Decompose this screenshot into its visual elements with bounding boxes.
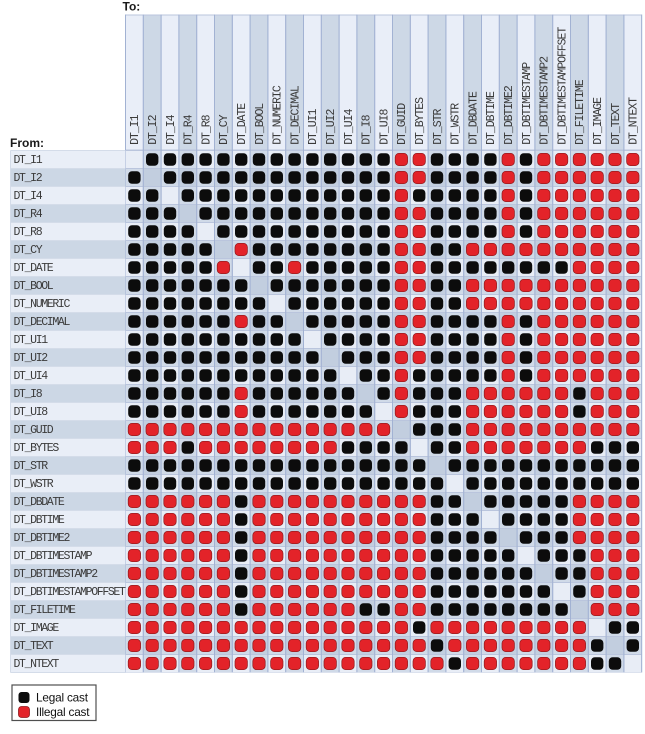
svg-text:DT_NUMERIC: DT_NUMERIC bbox=[14, 298, 71, 311]
svg-text:DT_R8: DT_R8 bbox=[14, 226, 43, 239]
svg-text:DT_BYTES: DT_BYTES bbox=[14, 442, 60, 455]
svg-text:DT_DBTIME2: DT_DBTIME2 bbox=[14, 532, 71, 545]
svg-text:DT_I8: DT_I8 bbox=[14, 388, 43, 401]
svg-text:DT_DBTIME: DT_DBTIME bbox=[485, 91, 498, 145]
svg-text:DT_TEXT: DT_TEXT bbox=[610, 103, 623, 145]
svg-text:From:: From: bbox=[10, 136, 44, 150]
svg-text:DT_I4: DT_I4 bbox=[165, 114, 178, 144]
svg-text:DT_DBDATE: DT_DBDATE bbox=[467, 91, 480, 145]
svg-text:DT_DBTIME: DT_DBTIME bbox=[14, 514, 65, 527]
svg-text:DT_IMAGE: DT_IMAGE bbox=[592, 97, 605, 145]
svg-text:DT_DECIMAL: DT_DECIMAL bbox=[289, 85, 302, 145]
svg-text:DT_DBTIME2: DT_DBTIME2 bbox=[503, 85, 516, 145]
svg-text:DT_CY: DT_CY bbox=[218, 114, 231, 144]
svg-text:DT_STR: DT_STR bbox=[432, 109, 445, 145]
svg-text:DT_STR: DT_STR bbox=[14, 460, 49, 473]
svg-text:DT_BYTES: DT_BYTES bbox=[414, 97, 427, 145]
svg-text:DT_WSTR: DT_WSTR bbox=[14, 478, 54, 491]
svg-text:DT_NTEXT: DT_NTEXT bbox=[14, 658, 60, 671]
svg-text:DT_NTEXT: DT_NTEXT bbox=[628, 97, 641, 145]
svg-text:DT_DBTIMESTAMP: DT_DBTIMESTAMP bbox=[14, 550, 93, 563]
svg-text:DT_I4: DT_I4 bbox=[14, 190, 43, 203]
svg-text:DT_R4: DT_R4 bbox=[183, 114, 196, 144]
svg-text:DT_I1: DT_I1 bbox=[14, 154, 43, 167]
svg-text:DT_I8: DT_I8 bbox=[361, 114, 374, 144]
svg-text:DT_UI4: DT_UI4 bbox=[343, 109, 356, 145]
svg-text:DT_DBTIMESTAMP2: DT_DBTIMESTAMP2 bbox=[14, 568, 99, 581]
svg-text:DT_UI2: DT_UI2 bbox=[325, 109, 338, 145]
svg-text:DT_WSTR: DT_WSTR bbox=[450, 103, 463, 145]
svg-text:DT_DATE: DT_DATE bbox=[236, 103, 249, 145]
svg-text:DT_NUMERIC: DT_NUMERIC bbox=[272, 85, 285, 145]
svg-text:DT_DBTIMESTAMPOFFSET: DT_DBTIMESTAMPOFFSET bbox=[556, 27, 569, 145]
svg-text:DT_GUID: DT_GUID bbox=[14, 424, 54, 437]
svg-text:DT_UI2: DT_UI2 bbox=[14, 352, 49, 365]
svg-text:DT_UI1: DT_UI1 bbox=[14, 334, 49, 347]
svg-text:Illegal cast: Illegal cast bbox=[36, 705, 90, 719]
svg-text:DT_CY: DT_CY bbox=[14, 244, 43, 257]
svg-text:DT_UI1: DT_UI1 bbox=[307, 109, 320, 145]
svg-text:DT_I1: DT_I1 bbox=[129, 114, 142, 144]
svg-text:DT_IMAGE: DT_IMAGE bbox=[14, 622, 60, 635]
svg-text:DT_FILETIME: DT_FILETIME bbox=[574, 79, 587, 145]
svg-text:Legal cast: Legal cast bbox=[36, 691, 89, 705]
svg-text:DT_FILETIME: DT_FILETIME bbox=[14, 604, 77, 617]
svg-text:DT_UI8: DT_UI8 bbox=[14, 406, 49, 419]
svg-text:DT_TEXT: DT_TEXT bbox=[14, 640, 54, 653]
svg-text:DT_I2: DT_I2 bbox=[147, 114, 160, 144]
svg-text:DT_BOOL: DT_BOOL bbox=[14, 280, 54, 293]
svg-text:DT_R8: DT_R8 bbox=[200, 114, 213, 144]
svg-text:DT_R4: DT_R4 bbox=[14, 208, 43, 221]
svg-text:DT_I2: DT_I2 bbox=[14, 172, 43, 185]
svg-text:DT_DBTIMESTAMP2: DT_DBTIMESTAMP2 bbox=[539, 56, 552, 145]
svg-text:DT_DBTIMESTAMP: DT_DBTIMESTAMP bbox=[521, 62, 534, 145]
svg-text:DT_GUID: DT_GUID bbox=[396, 103, 409, 145]
svg-text:DT_DATE: DT_DATE bbox=[14, 262, 54, 275]
svg-text:DT_DECIMAL: DT_DECIMAL bbox=[14, 316, 71, 329]
svg-text:DT_UI4: DT_UI4 bbox=[14, 370, 49, 383]
svg-text:DT_BOOL: DT_BOOL bbox=[254, 103, 267, 145]
svg-text:DT_UI8: DT_UI8 bbox=[378, 109, 391, 145]
svg-text:DT_DBTIMESTAMPOFFSET: DT_DBTIMESTAMPOFFSET bbox=[14, 586, 126, 599]
svg-text:To:: To: bbox=[123, 0, 141, 14]
svg-text:DT_DBDATE: DT_DBDATE bbox=[14, 496, 65, 509]
